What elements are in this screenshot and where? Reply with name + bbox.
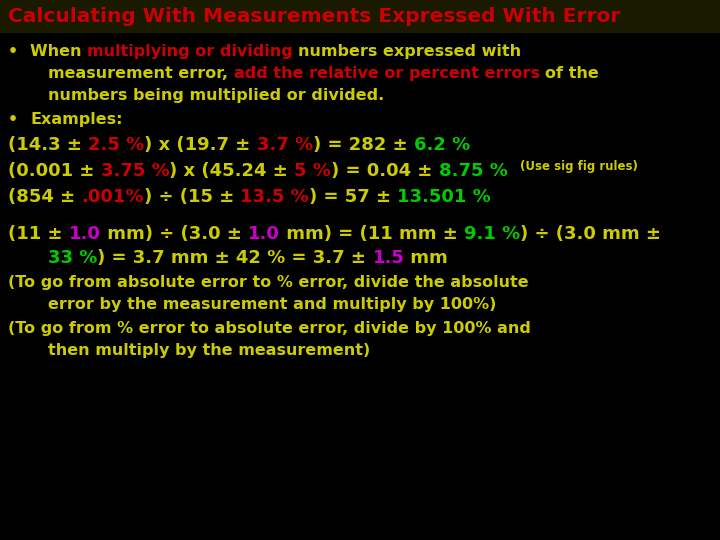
Text: (14.3 ±: (14.3 ± [8,136,88,154]
Text: 6.2 %: 6.2 % [414,136,470,154]
Text: ) ÷ (3.0 mm ±: ) ÷ (3.0 mm ± [520,225,661,243]
Text: mm: mm [405,249,448,267]
Text: ) = 57 ±: ) = 57 ± [309,188,397,206]
Text: 2.5 %: 2.5 % [88,136,145,154]
Text: Calculating With Measurements Expressed With Error: Calculating With Measurements Expressed … [8,8,621,26]
Text: (0.001 ±: (0.001 ± [8,162,101,180]
Text: (Use sig fig rules): (Use sig fig rules) [521,160,638,173]
Text: (To go from absolute error to % error, divide the absolute: (To go from absolute error to % error, d… [8,275,528,290]
Text: 9.1 %: 9.1 % [464,225,520,243]
Text: ) = 3.7 mm ± 42 % = 3.7 ±: ) = 3.7 mm ± 42 % = 3.7 ± [97,249,372,267]
Text: multiplying or dividing: multiplying or dividing [87,44,299,59]
Text: ) x (45.24 ±: ) x (45.24 ± [169,162,294,180]
Text: •: • [8,44,18,59]
Text: mm) ÷ (3.0 ±: mm) ÷ (3.0 ± [101,225,248,243]
Text: numbers expressed with: numbers expressed with [299,44,521,59]
Text: 13.501 %: 13.501 % [397,188,491,206]
Text: 1.5: 1.5 [372,249,405,267]
Text: measurement error,: measurement error, [48,66,233,81]
Text: Examples:: Examples: [30,112,122,127]
Text: 3.7 %: 3.7 % [257,136,313,154]
Text: mm) = (11 mm ±: mm) = (11 mm ± [279,225,464,243]
Text: (11 ±: (11 ± [8,225,68,243]
Text: (854 ±: (854 ± [8,188,81,206]
Text: 5 %: 5 % [294,162,331,180]
Text: ) ÷ (15 ±: ) ÷ (15 ± [144,188,240,206]
Text: 1.0: 1.0 [248,225,279,243]
Text: error by the measurement and multiply by 100%): error by the measurement and multiply by… [48,297,496,312]
Text: 3.75 %: 3.75 % [101,162,169,180]
Text: ) = 282 ±: ) = 282 ± [313,136,414,154]
Text: then multiply by the measurement): then multiply by the measurement) [48,343,370,358]
Text: .001%: .001% [81,188,144,206]
Text: •: • [8,112,18,127]
Text: 1.0: 1.0 [68,225,101,243]
Text: (To go from % error to absolute error, divide by 100% and: (To go from % error to absolute error, d… [8,321,531,336]
Text: 8.75 %: 8.75 % [439,162,508,180]
Text: ) x (19.7 ±: ) x (19.7 ± [145,136,257,154]
Text: of the: of the [545,66,599,81]
Text: numbers being multiplied or divided.: numbers being multiplied or divided. [48,88,384,103]
Text: ) = 0.04 ±: ) = 0.04 ± [331,162,439,180]
Text: When: When [30,44,87,59]
FancyBboxPatch shape [0,0,720,33]
Text: add the relative or percent errors: add the relative or percent errors [233,66,545,81]
Text: 13.5 %: 13.5 % [240,188,309,206]
Text: 33 %: 33 % [48,249,97,267]
